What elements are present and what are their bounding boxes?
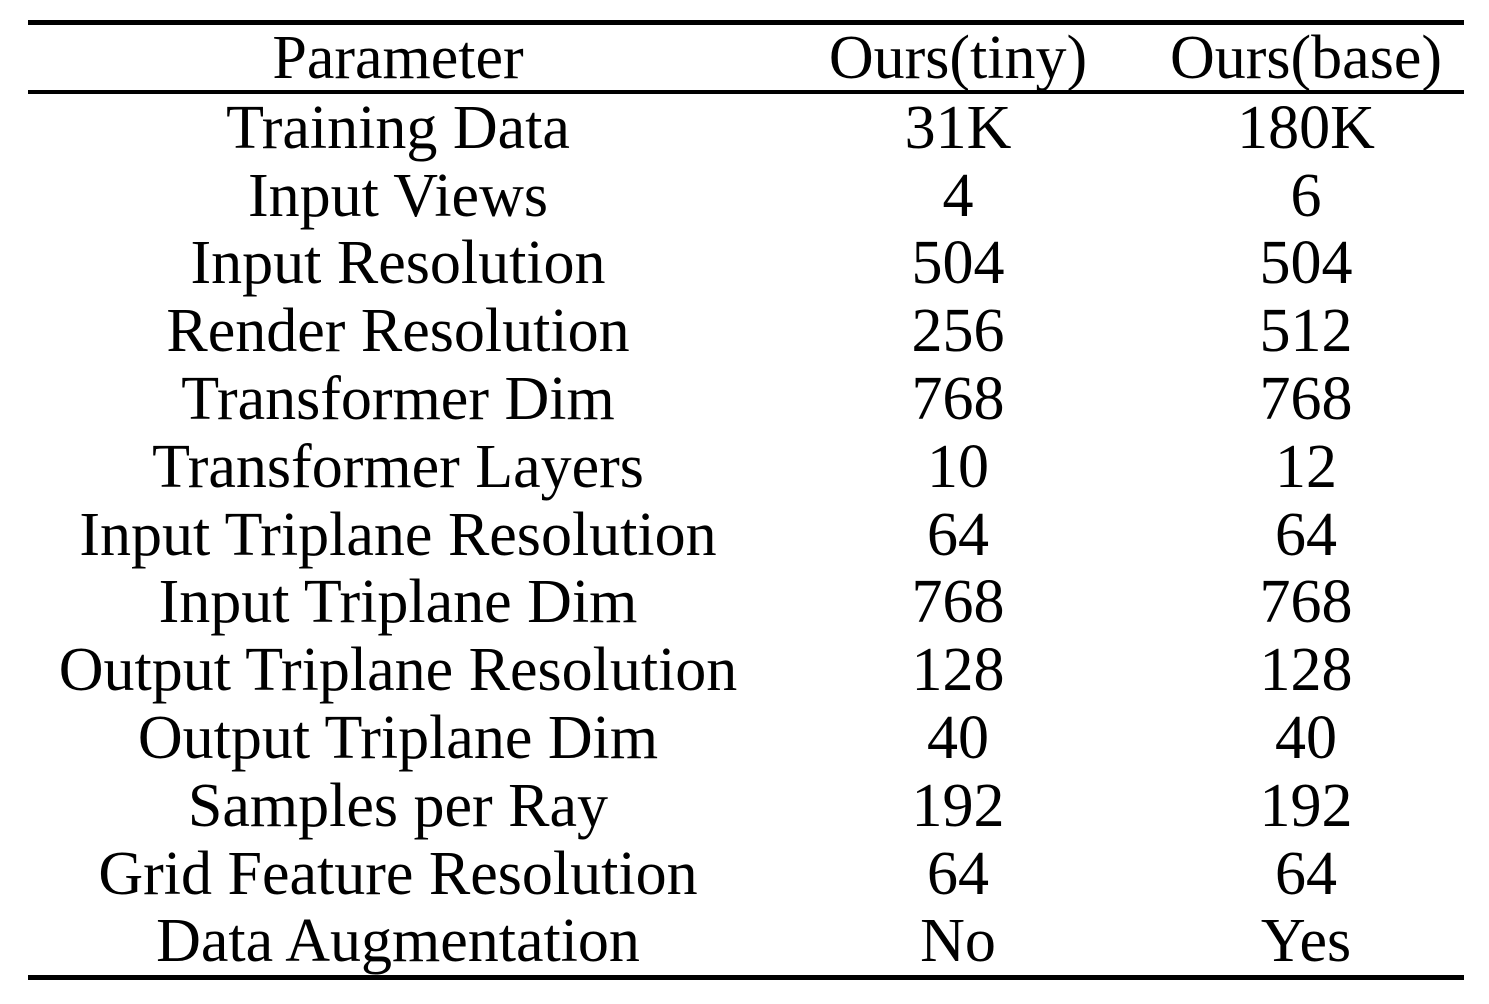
cell-parameter: Samples per Ray bbox=[187, 771, 609, 840]
cell-base-value: 768 bbox=[1259, 568, 1353, 637]
cell-tiny-value: 504 bbox=[911, 229, 1005, 298]
cell-parameter: Input Triplane Dim bbox=[158, 568, 638, 637]
table-row-transformer-dim: Transformer Dim 768 768 bbox=[28, 365, 1464, 433]
cell-base-value: 180K bbox=[1237, 93, 1375, 162]
cell-parameter: Input Triplane Resolution bbox=[79, 500, 717, 569]
cell-parameter: Grid Feature Resolution bbox=[98, 839, 698, 908]
cell-base-value: 128 bbox=[1259, 636, 1353, 705]
cell-tiny-value: 256 bbox=[911, 297, 1005, 366]
cell-parameter: Input Views bbox=[248, 161, 548, 230]
table-header-row: Parameter Ours(tiny) Ours(base) bbox=[28, 22, 1464, 94]
table-row-render-resolution: Render Resolution 256 512 bbox=[28, 297, 1464, 365]
cell-tiny-value: 4 bbox=[942, 161, 974, 230]
cell-tiny-value: 64 bbox=[927, 500, 989, 569]
cell-tiny-value: 768 bbox=[911, 365, 1005, 434]
header-cell-ours-tiny: Ours(tiny) bbox=[768, 22, 1148, 94]
parameters-table: Parameter Ours(tiny) Ours(base) Training… bbox=[28, 20, 1464, 981]
cell-parameter: Input Resolution bbox=[190, 229, 606, 298]
table-row-input-views: Input Views 4 6 bbox=[28, 162, 1464, 230]
cell-tiny-value: 64 bbox=[927, 839, 989, 908]
cell-parameter: Output Triplane Resolution bbox=[58, 636, 738, 705]
cell-base-value: 64 bbox=[1275, 839, 1337, 908]
table-row-input-resolution: Input Resolution 504 504 bbox=[28, 230, 1464, 298]
cell-base-value: 192 bbox=[1259, 771, 1353, 840]
table-row-grid-feature-resolution: Grid Feature Resolution 64 64 bbox=[28, 840, 1464, 908]
cell-base-value: Yes bbox=[1260, 907, 1352, 976]
table-row-input-triplane-resolution: Input Triplane Resolution 64 64 bbox=[28, 501, 1464, 569]
cell-base-value: 6 bbox=[1290, 161, 1322, 230]
cell-tiny-value: 40 bbox=[927, 704, 989, 773]
table-row-transformer-layers: Transformer Layers 10 12 bbox=[28, 433, 1464, 501]
cell-parameter: Render Resolution bbox=[166, 297, 630, 366]
cell-tiny-value: 192 bbox=[911, 771, 1005, 840]
cell-base-value: 40 bbox=[1275, 704, 1337, 773]
cell-base-value: 64 bbox=[1275, 500, 1337, 569]
cell-tiny-value: 768 bbox=[911, 568, 1005, 637]
table-row-output-triplane-dim: Output Triplane Dim 40 40 bbox=[28, 704, 1464, 772]
cell-tiny-value: No bbox=[920, 907, 996, 976]
cell-base-value: 12 bbox=[1275, 432, 1337, 501]
header-cell-ours-base: Ours(base) bbox=[1148, 22, 1464, 94]
cell-base-value: 504 bbox=[1259, 229, 1353, 298]
cell-parameter: Output Triplane Dim bbox=[137, 704, 659, 773]
cell-parameter: Transformer Dim bbox=[181, 365, 615, 434]
cell-base-value: 512 bbox=[1259, 297, 1353, 366]
table-row-training-data: Training Data 31K 180K bbox=[28, 92, 1464, 162]
table-row-output-triplane-resolution: Output Triplane Resolution 128 128 bbox=[28, 636, 1464, 704]
cell-tiny-value: 31K bbox=[904, 93, 1012, 162]
table-row-samples-per-ray: Samples per Ray 192 192 bbox=[28, 772, 1464, 840]
cell-tiny-value: 128 bbox=[911, 636, 1005, 705]
cell-parameter: Data Augmentation bbox=[156, 907, 640, 976]
cell-parameter: Transformer Layers bbox=[152, 432, 644, 501]
cell-parameter: Training Data bbox=[226, 93, 570, 162]
header-cell-parameter: Parameter bbox=[28, 22, 768, 94]
cell-base-value: 768 bbox=[1259, 365, 1353, 434]
cell-tiny-value: 10 bbox=[927, 432, 989, 501]
table-row-input-triplane-dim: Input Triplane Dim 768 768 bbox=[28, 569, 1464, 637]
table-row-data-augmentation: Data Augmentation No Yes bbox=[28, 908, 1464, 978]
